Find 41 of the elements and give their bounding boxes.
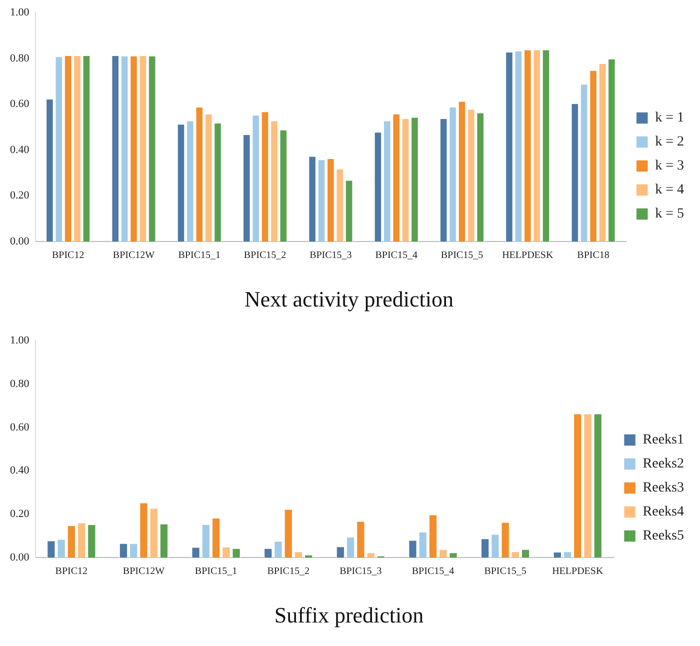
legend-label: k = 3 (655, 158, 684, 174)
x-tick-label: BPIC15_3 (340, 566, 382, 578)
y-tick-label: 0.80 (10, 378, 30, 390)
x-tick-label: BPIC12 (55, 566, 88, 578)
legend-label: Reeks1 (642, 432, 684, 448)
x-tick-label: BPIC12W (122, 566, 166, 578)
y-tick-label: 0.40 (10, 144, 30, 156)
x-tick-label: BPIC15_3 (310, 250, 352, 262)
x-tick-label: BPIC15_2 (244, 250, 286, 262)
y-tick-label: 1.00 (10, 6, 30, 18)
y-tick-label: 0.60 (10, 98, 30, 110)
y-tick-label: 1.00 (10, 334, 30, 346)
text: Suffix prediction (274, 602, 424, 628)
legend-label: Reeks2 (642, 456, 684, 472)
y-tick-label: 0.80 (10, 52, 30, 64)
x-tick-label: BPIC12W (112, 250, 156, 262)
y-tick-label: 0.00 (10, 551, 30, 564)
legend-label: k = 5 (655, 206, 684, 222)
legend-label: Reeks5 (642, 528, 684, 544)
x-tick-label: BPIC15_4 (375, 250, 418, 262)
x-tick-label: BPIC15_5 (440, 250, 484, 262)
x-tick-label: HELPDESK (552, 566, 604, 578)
x-tick-label: BPIC12 (52, 250, 84, 262)
y-tick-label: 0.20 (10, 508, 30, 520)
text: Next activity prediction (244, 286, 454, 312)
x-tick-label: HELPDESK (502, 250, 554, 262)
legend-label: k = 2 (655, 134, 684, 150)
x-tick-label: BPIC15_1 (194, 566, 238, 578)
x-tick-label: BPIC15_2 (267, 566, 310, 578)
y-tick-label: 0.60 (10, 421, 30, 434)
x-tick-label: BPIC18 (577, 250, 610, 262)
legend-label: Reeks4 (642, 504, 684, 520)
x-tick-label: BPIC15_4 (412, 566, 454, 578)
x-tick-label: BPIC15_1 (178, 250, 220, 262)
y-tick-label: 0.40 (10, 464, 30, 477)
legend-label: k = 4 (655, 182, 684, 198)
y-tick-label: 0.00 (10, 235, 30, 248)
legend-label: Reeks3 (642, 480, 684, 496)
legend-label: k = 1 (655, 110, 684, 126)
x-tick-label: BPIC15_5 (484, 566, 526, 578)
y-tick-label: 0.20 (10, 190, 30, 202)
